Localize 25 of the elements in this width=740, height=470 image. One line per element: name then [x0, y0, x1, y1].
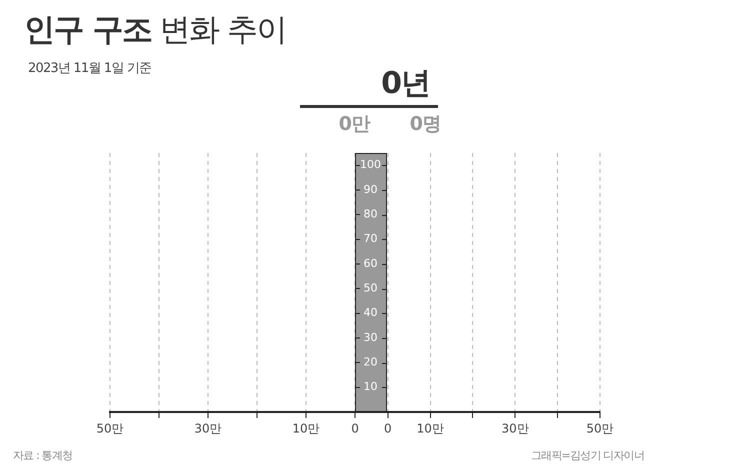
- y-tick-label: 50: [364, 282, 378, 295]
- x-tick-label: 0: [384, 421, 392, 436]
- x-tick-label: 10만: [292, 421, 320, 436]
- y-tick-label: 70: [364, 232, 378, 246]
- text: 그래픽=김성기 디자이너: [530, 449, 644, 463]
- text: 0년: [381, 66, 430, 102]
- x-tick-label: 30만: [194, 421, 222, 436]
- x-tick-label: 0: [351, 421, 359, 436]
- x-tick-label: 50만: [586, 421, 614, 436]
- text: 자료 : 통계청: [13, 449, 72, 463]
- y-tick-label: 20: [364, 356, 378, 369]
- text: 0명: [410, 112, 441, 136]
- x-tick-label: 10만: [416, 421, 444, 436]
- y-tick-label: 100: [360, 158, 381, 172]
- y-tick-label: 10: [364, 380, 378, 394]
- y-tick-label: 60: [364, 256, 378, 270]
- y-tick-label: 30: [364, 330, 378, 344]
- y-tick-label: 40: [364, 306, 378, 320]
- x-tick-label: 50만: [96, 421, 124, 436]
- x-tick-label: 30만: [501, 421, 529, 436]
- y-tick-label: 90: [364, 182, 378, 196]
- y-tick-label: 80: [364, 208, 378, 221]
- chart-title: 인구 구조 변화 추이: [24, 12, 286, 48]
- text: 0만: [338, 112, 370, 136]
- chart-subtitle: 2023년 11월 1일 기준: [28, 60, 152, 77]
